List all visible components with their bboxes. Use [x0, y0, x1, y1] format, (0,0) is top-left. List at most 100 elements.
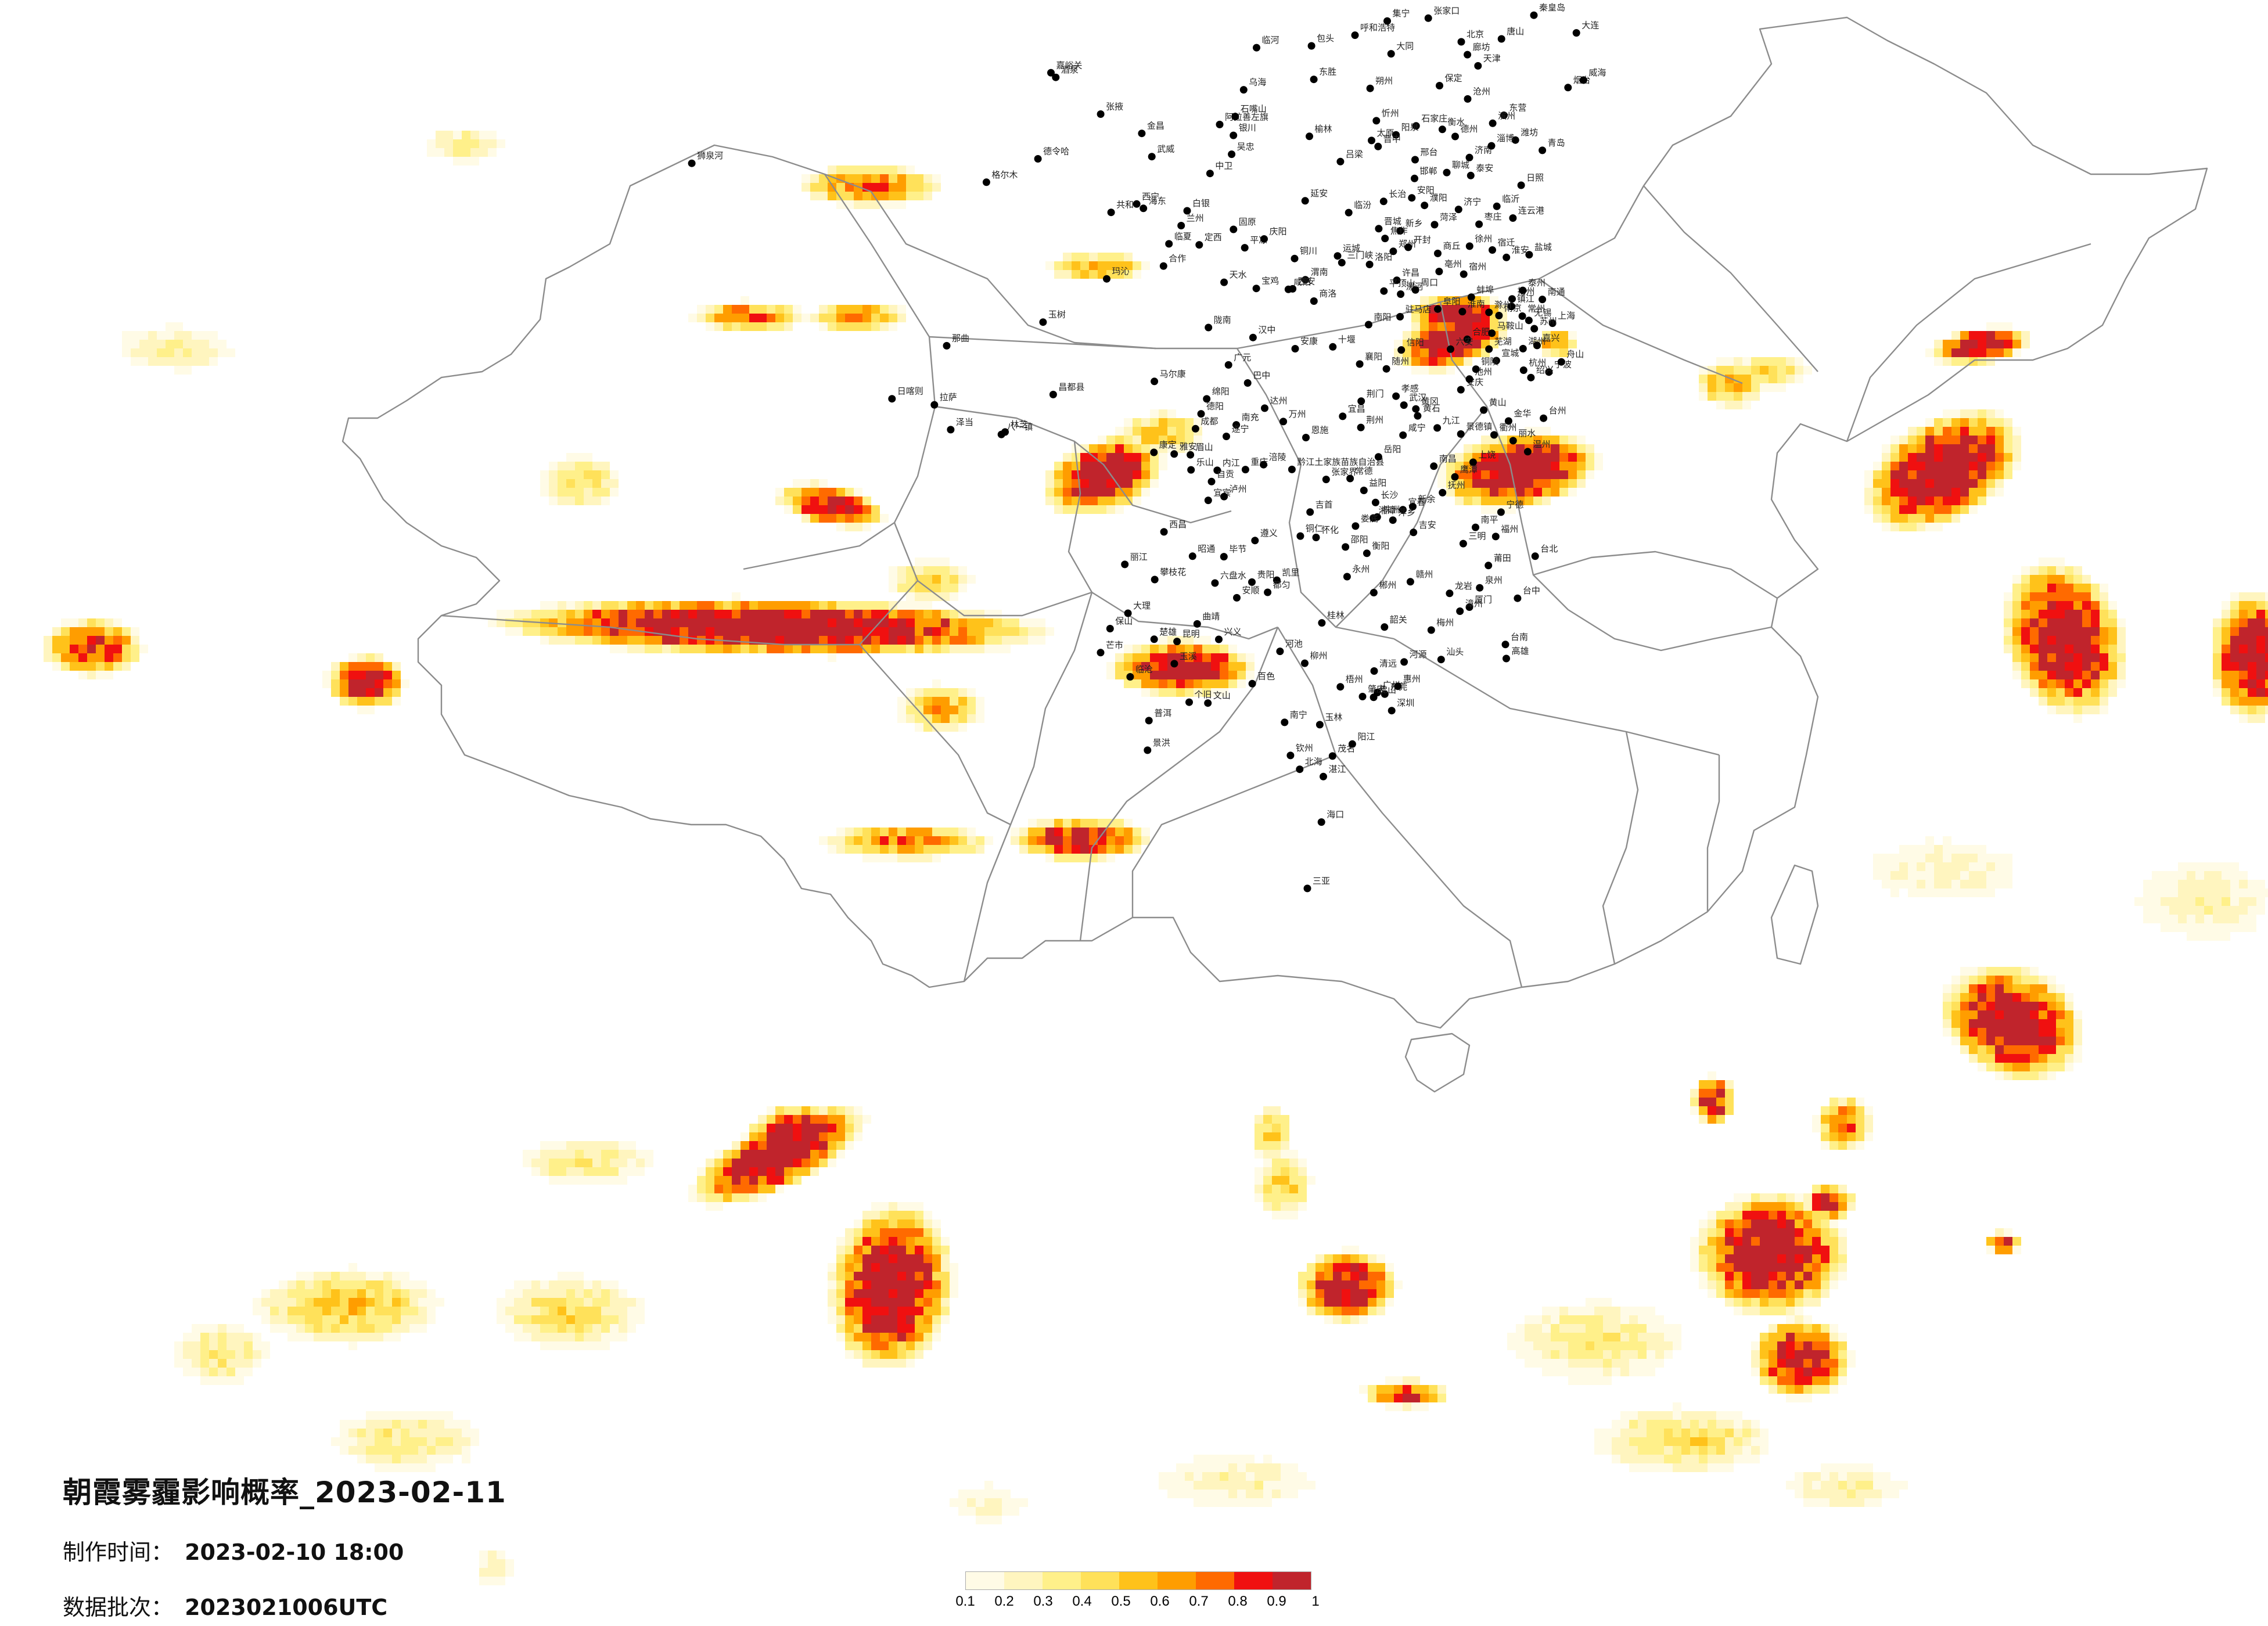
- city-marker: 眉山: [1187, 442, 1213, 459]
- haze-cell: [1786, 1246, 1795, 1254]
- city-dot: [1371, 498, 1379, 506]
- haze-cell: [200, 1324, 209, 1333]
- haze-cell: [584, 488, 592, 497]
- haze-cell: [880, 636, 889, 645]
- haze-cell: [906, 1263, 915, 1272]
- haze-cell: [1620, 1315, 1629, 1324]
- haze-cell: [287, 1289, 296, 1298]
- haze-cell: [1533, 488, 1542, 497]
- haze-cell: [1464, 444, 1472, 453]
- haze-cell: [1629, 1411, 1638, 1420]
- city-label: 合作: [1169, 253, 1186, 264]
- city-marker: 攀枝花: [1151, 567, 1186, 584]
- haze-cell: [1124, 653, 1133, 662]
- haze-cell: [923, 601, 932, 610]
- haze-cell: [436, 148, 444, 157]
- haze-cell: [897, 1237, 906, 1246]
- haze-cell: [1054, 479, 1063, 488]
- haze-cell: [322, 1307, 331, 1315]
- city-label: 娄底: [1361, 513, 1378, 524]
- haze-cell: [261, 1289, 270, 1298]
- city-dot: [1437, 656, 1445, 664]
- haze-cell: [1420, 357, 1429, 366]
- haze-cell: [1133, 679, 1141, 688]
- haze-cell: [601, 1307, 610, 1315]
- haze-cell: [1864, 1481, 1873, 1490]
- haze-cell: [2004, 462, 2012, 470]
- haze-cell: [923, 1211, 932, 1220]
- city-label: 榆林: [1315, 124, 1332, 134]
- haze-cell: [357, 679, 366, 688]
- haze-cell: [1803, 1481, 1812, 1490]
- haze-cell: [2039, 984, 2047, 993]
- haze-cell: [601, 470, 610, 479]
- haze-cell: [218, 1333, 227, 1341]
- haze-cell: [1690, 1455, 1699, 1463]
- haze-cell: [558, 1333, 566, 1341]
- haze-cell: [1995, 462, 2004, 470]
- haze-cell: [531, 1280, 540, 1289]
- haze-cell: [854, 1280, 862, 1289]
- city-label: 铜仁: [1306, 523, 1323, 534]
- haze-cell: [1411, 340, 1420, 348]
- haze-cell: [1847, 1106, 1856, 1115]
- haze-cell: [139, 331, 148, 340]
- haze-cell: [488, 148, 497, 157]
- haze-cell: [1786, 1237, 1795, 1246]
- haze-cell: [2004, 601, 2012, 610]
- haze-cell: [348, 1341, 357, 1350]
- haze-cell: [1978, 1037, 1986, 1045]
- haze-cell: [741, 1185, 749, 1193]
- haze-cell: [2012, 436, 2021, 444]
- haze-cell: [1751, 1254, 1760, 1263]
- haze-cell: [2100, 662, 2108, 671]
- haze-cell: [1054, 497, 1063, 505]
- haze-cell: [1272, 1490, 1281, 1498]
- haze-cell: [1150, 688, 1159, 697]
- haze-cell: [1089, 470, 1098, 479]
- haze-cell: [584, 1315, 592, 1324]
- city-marker: 乌海: [1239, 77, 1266, 94]
- haze-cell: [1455, 314, 1464, 322]
- city-label: 景洪: [1153, 738, 1170, 748]
- haze-cell: [1917, 845, 1925, 854]
- haze-cell: [610, 1289, 619, 1298]
- haze-cell: [906, 636, 915, 645]
- haze-cell: [810, 183, 819, 192]
- haze-cell: [897, 1350, 906, 1359]
- haze-cell: [1054, 462, 1063, 470]
- haze-cell: [1716, 1228, 1725, 1237]
- haze-cell: [1856, 1098, 1864, 1106]
- haze-cell: [1098, 828, 1106, 836]
- boundary-line: [1539, 278, 1743, 384]
- haze-cell: [1603, 1324, 1612, 1333]
- haze-cell: [775, 1141, 784, 1150]
- haze-cell: [1925, 497, 1934, 505]
- haze-cell: [880, 1272, 889, 1280]
- city-dot: [1346, 474, 1354, 483]
- haze-cell: [619, 1176, 627, 1185]
- haze-cell: [1934, 418, 1943, 427]
- haze-cell: [558, 1289, 566, 1298]
- haze-cell: [2213, 862, 2222, 871]
- haze-cell: [627, 618, 636, 627]
- haze-cell: [2030, 671, 2039, 679]
- haze-cell: [1777, 1307, 1786, 1315]
- haze-cell: [941, 714, 950, 723]
- haze-cell: [1742, 1220, 1751, 1228]
- haze-cell: [732, 592, 741, 601]
- city-dot: [1001, 428, 1009, 436]
- haze-cell: [1734, 1211, 1742, 1220]
- city-marker: 龙岩: [1446, 581, 1472, 598]
- haze-cell: [1812, 1185, 1821, 1193]
- haze-cell: [331, 1272, 340, 1280]
- haze-cell: [1995, 348, 2004, 357]
- haze-cell: [1159, 662, 1167, 671]
- city-marker: 自贡: [1207, 469, 1234, 485]
- haze-cell: [845, 514, 854, 523]
- city-dot: [1230, 225, 1238, 233]
- haze-cell: [1899, 514, 1908, 523]
- haze-cell: [801, 514, 810, 523]
- haze-cell: [880, 174, 889, 183]
- haze-cell: [897, 714, 906, 723]
